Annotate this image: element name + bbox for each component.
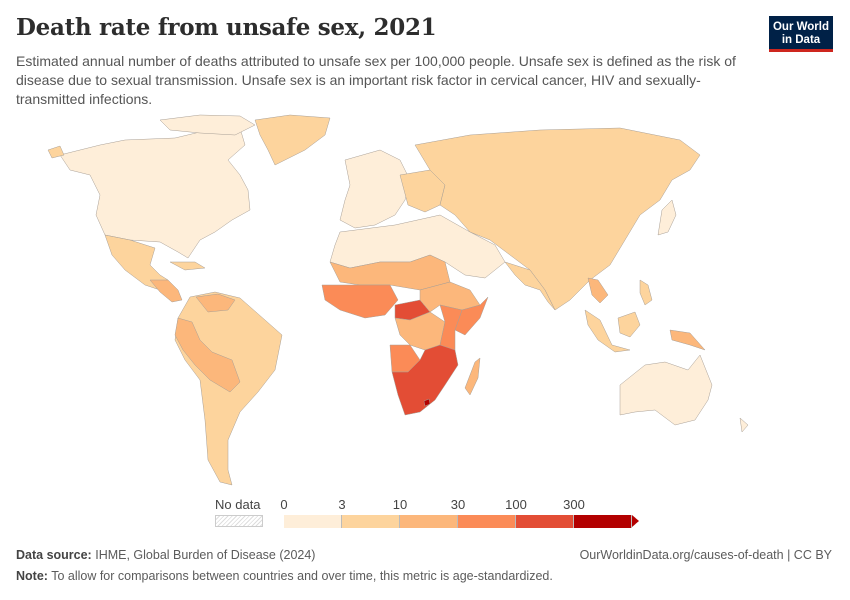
region-alaska-west[interactable] <box>47 145 65 159</box>
legend-tick-label: 3 <box>338 497 346 512</box>
region-greenland[interactable] <box>254 114 331 166</box>
legend-tick-label: 100 <box>505 497 527 512</box>
region-new-zealand[interactable] <box>739 417 749 433</box>
region-thailand-cambodia[interactable] <box>587 277 609 304</box>
region-japan[interactable] <box>657 199 677 236</box>
region-madagascar[interactable] <box>464 357 481 396</box>
note-label: Note: <box>16 569 48 583</box>
data-source: Data source: IHME, Global Burden of Dise… <box>16 548 315 562</box>
legend-no-data-swatch[interactable] <box>215 515 263 527</box>
region-central-america[interactable] <box>149 279 183 303</box>
region-venezuela[interactable] <box>195 293 236 313</box>
legend-tick-label: 300 <box>563 497 585 512</box>
logo-line-2: in Data <box>781 33 821 46</box>
legend-bin[interactable] <box>400 515 458 528</box>
legend-no-data-label: No data <box>215 497 261 512</box>
data-source-text: IHME, Global Burden of Disease (2024) <box>95 548 316 562</box>
note-text: To allow for comparisons between countri… <box>51 569 553 583</box>
region-india[interactable] <box>504 261 556 311</box>
region-arctic-islands[interactable] <box>159 114 256 136</box>
world-map[interactable] <box>0 110 850 490</box>
chart-subtitle: Estimated annual number of deaths attrib… <box>16 53 736 107</box>
region-north-america[interactable] <box>59 127 251 259</box>
legend-tick-label: 10 <box>392 497 408 512</box>
region-papua-new-guinea[interactable] <box>669 329 706 351</box>
source-link[interactable]: OurWorldinData.org/causes-of-death | CC … <box>579 548 832 562</box>
legend-bin[interactable] <box>458 515 516 528</box>
logo-line-1: Our World <box>772 21 829 33</box>
region-philippines[interactable] <box>639 279 653 306</box>
chart-title: Death rate from unsafe sex, 2021 <box>16 14 437 41</box>
region-caribbean[interactable] <box>169 261 206 271</box>
region-indonesia[interactable] <box>584 309 631 353</box>
data-source-label: Data source: <box>16 548 92 562</box>
legend-bin[interactable] <box>284 515 342 528</box>
region-sahel[interactable] <box>329 254 451 291</box>
legend-bin[interactable] <box>342 515 400 528</box>
legend-open-end-arrow <box>632 515 639 527</box>
region-russia-asia[interactable] <box>414 127 701 311</box>
owid-logo[interactable]: Our World in Data <box>769 16 833 52</box>
legend-tick-label: 0 <box>280 497 288 512</box>
region-west-africa[interactable] <box>321 284 399 319</box>
region-borneo[interactable] <box>617 311 641 338</box>
region-southern-africa[interactable] <box>391 344 459 416</box>
note: Note: To allow for comparisons between c… <box>16 569 553 583</box>
region-peru-bolivia[interactable] <box>174 317 241 393</box>
region-western-europe[interactable] <box>339 149 411 229</box>
legend-bin[interactable] <box>574 515 632 528</box>
region-australia[interactable] <box>619 354 713 426</box>
legend-bin[interactable] <box>516 515 574 528</box>
region-lesotho-eswatini[interactable] <box>423 398 431 407</box>
legend-tick-label: 30 <box>450 497 466 512</box>
